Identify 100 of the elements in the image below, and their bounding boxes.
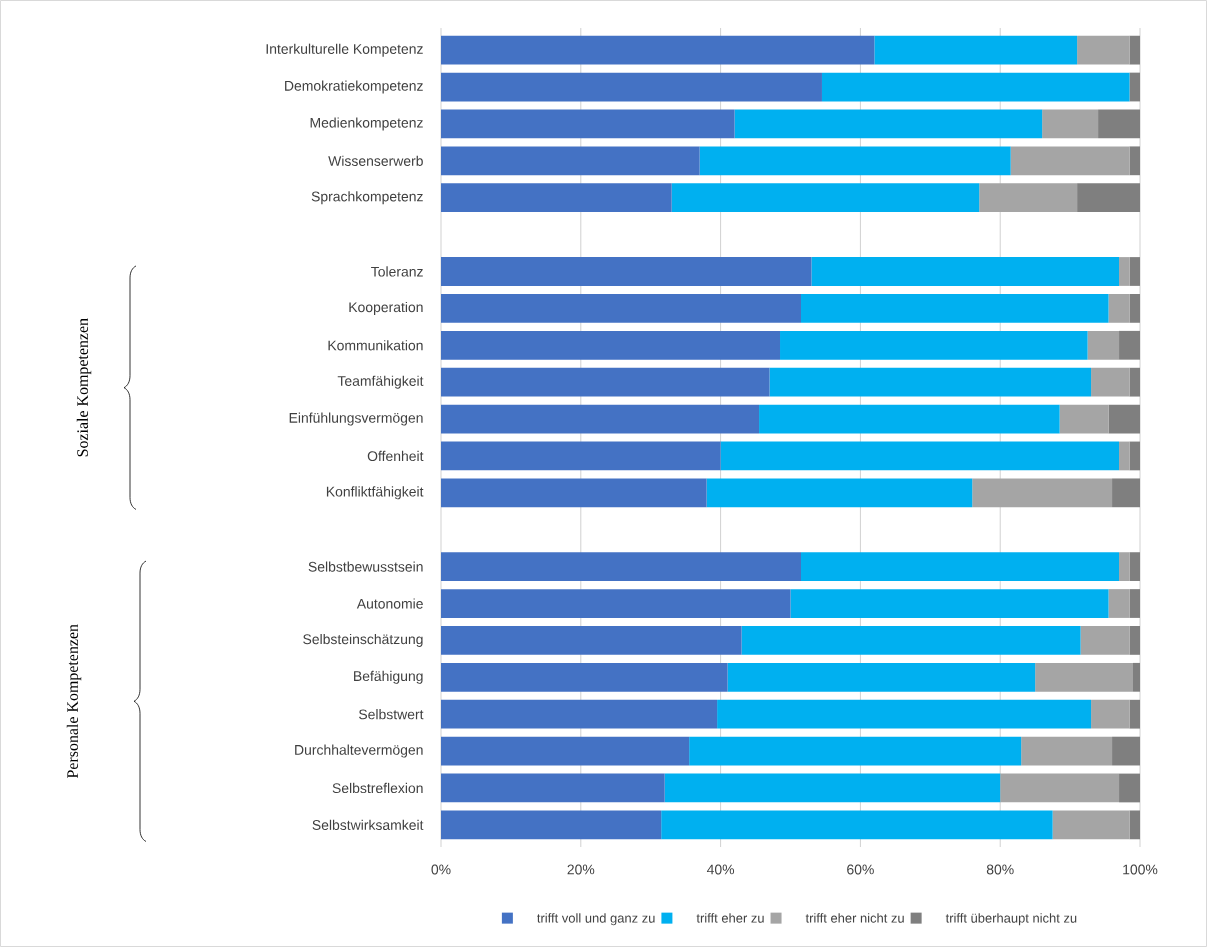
text: Personale Kompetenzen: [66, 624, 82, 779]
bar: [1129, 552, 1141, 582]
bar: [800, 293, 1109, 323]
y-tick-label: Interkulturelle Kompetenz: [266, 43, 423, 57]
bar: [1059, 404, 1109, 434]
bar: [706, 478, 973, 508]
bar: [441, 330, 781, 360]
bar: [441, 773, 665, 803]
bar: [441, 72, 822, 102]
bar: [790, 589, 1109, 618]
y-tick-label: Befähigung: [354, 670, 423, 684]
bar: [1077, 183, 1141, 213]
legend-label: trifft überhaupt nicht zu: [945, 913, 1077, 926]
bar: [979, 183, 1078, 213]
bar: [717, 699, 1092, 729]
bar: [441, 404, 760, 434]
bar: [1119, 773, 1141, 803]
bar: [661, 810, 1053, 840]
bar: [441, 699, 718, 729]
bar: [441, 183, 672, 213]
bar: [780, 330, 1088, 360]
y-tick-label: Einfühlungsvermögen: [289, 412, 423, 426]
bar: [1080, 626, 1130, 655]
bar: [811, 257, 1120, 286]
y-tick-label: Autonomie: [356, 598, 423, 609]
y-tick-label: Kommunikation: [328, 340, 423, 351]
x-tick-label: 100%: [1123, 864, 1158, 875]
bar: [441, 626, 742, 655]
legend-label: trifft eher zu: [696, 913, 764, 923]
x-tick-label: 60%: [847, 864, 874, 875]
bar: [441, 257, 812, 286]
bar: [1052, 810, 1130, 840]
y-tick-label: Medienkompetenz: [310, 117, 423, 131]
bar: [734, 109, 1043, 139]
bar: [1119, 552, 1130, 582]
bar: [1129, 72, 1141, 102]
bar: [441, 146, 700, 176]
bar: [1129, 367, 1141, 397]
bar: [441, 810, 662, 840]
y-tick-label: Toleranz: [371, 266, 423, 277]
bar: [441, 109, 735, 139]
bar: [1119, 330, 1141, 360]
x-tick-label: 40%: [706, 864, 735, 875]
bar: [821, 72, 1130, 102]
bar: [441, 552, 801, 582]
bar: [1129, 293, 1141, 323]
y-tick-label: Selbstwert: [359, 709, 424, 720]
bar: [1119, 257, 1130, 286]
bar: [1129, 699, 1141, 729]
bar: [1129, 589, 1141, 618]
bar: [1112, 736, 1141, 766]
bar: [1000, 773, 1120, 803]
bar: [1042, 109, 1099, 139]
legend-label: trifft voll und ganz zu: [537, 913, 655, 926]
bar: [769, 367, 1092, 397]
bar: [1133, 662, 1141, 692]
y-tick-label: Selbstreflexion: [332, 782, 423, 794]
bar: [441, 736, 690, 766]
y-tick-label: Teamfähigkeit: [337, 375, 424, 389]
bar: [441, 589, 791, 618]
bar: [1087, 330, 1120, 360]
text: Soziale Kompetenzen: [76, 318, 92, 457]
y-tick-label: Demokratiekompetenz: [285, 80, 423, 94]
bar: [1098, 109, 1141, 139]
bar: [1129, 35, 1141, 65]
x-tick-label: 80%: [986, 864, 1014, 875]
bar: [441, 35, 875, 65]
bar: [699, 146, 1011, 176]
bar: [1077, 35, 1130, 65]
x-tick-label: 20%: [567, 864, 595, 875]
bar: [1108, 404, 1141, 434]
bar: [759, 404, 1060, 434]
y-tick-label: Selbsteinschätzung: [303, 633, 423, 647]
bar: [441, 293, 801, 323]
bar: [800, 552, 1120, 582]
bar: [1035, 662, 1134, 692]
y-tick-label: Offenheit: [367, 450, 424, 462]
bar: [1010, 146, 1130, 176]
bar: [741, 626, 1081, 655]
y-tick-label: Selbstbewusstsein: [308, 561, 423, 572]
bar: [1129, 257, 1141, 286]
bar: [1021, 736, 1113, 766]
bar: [1091, 367, 1130, 397]
x-tick-label: 0%: [431, 864, 451, 875]
y-tick-label: Sprachkompetenz: [311, 191, 423, 205]
bar: [689, 736, 1022, 766]
bar: [1129, 441, 1141, 471]
y-tick-label: Selbstwirksamkeit: [312, 819, 424, 830]
bar: [1119, 441, 1130, 471]
y-tick-label: Kooperation: [349, 301, 423, 315]
bar: [1108, 293, 1130, 323]
y-tick-label: Durchhaltevermögen: [295, 744, 423, 758]
bar: [441, 441, 721, 471]
bar: [1129, 810, 1141, 840]
bar: [1091, 699, 1130, 729]
legend-label: trifft eher nicht zu: [805, 913, 904, 923]
bar: [1129, 626, 1141, 655]
y-tick-label: Konfliktfähigkeit: [326, 486, 424, 500]
bar: [727, 662, 1036, 692]
y-tick-label: Wissenserwerb: [328, 155, 423, 166]
